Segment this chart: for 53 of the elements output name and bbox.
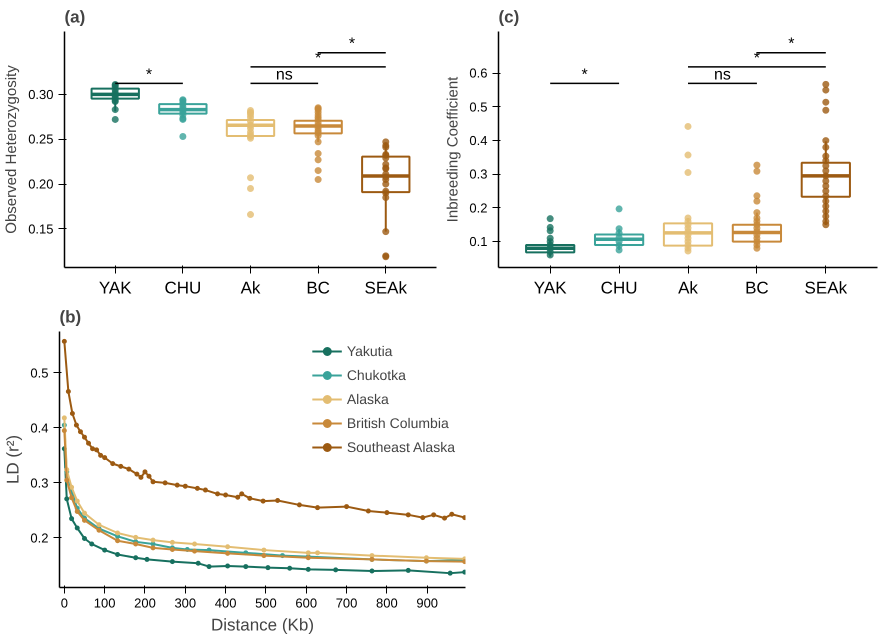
chart-title: (b) [60, 308, 82, 326]
annotation: * [146, 66, 152, 84]
y-tick-label: 0.5 [30, 365, 49, 380]
legend-label: British Columbia [346, 415, 449, 431]
annotation: ns [714, 66, 731, 84]
annotation: ns [276, 66, 293, 84]
x-tick-label: CHU [164, 278, 202, 298]
x-tick-label: BC [745, 278, 769, 298]
annotation: * [582, 66, 588, 84]
y-tick-label: 0.2 [469, 200, 488, 216]
y-axis-title: LD (r²) [3, 434, 22, 484]
y-axis-title: Inbreeding Coefficient [444, 76, 462, 222]
x-tick-label: YAK [98, 278, 132, 298]
legend-label: Alaska [346, 391, 389, 407]
y-tick-label: 0.30 [28, 86, 54, 102]
x-tick-label: 300 [174, 596, 196, 610]
y-tick-label: 0.3 [469, 166, 488, 182]
x-tick-label: 700 [336, 596, 358, 610]
x-tick-label: 600 [295, 596, 318, 610]
x-tick-label: 100 [94, 596, 116, 610]
x-tick-label: 400 [214, 596, 236, 610]
y-tick-label: 0.4 [30, 420, 49, 436]
chart-title: (a) [64, 8, 86, 26]
annotation: * [788, 36, 794, 53]
y-tick-label: 0.2 [30, 530, 49, 546]
x-tick-label: 800 [376, 596, 398, 610]
x-tick-label: Ak [678, 278, 698, 298]
x-tick-label: CHU [600, 278, 638, 298]
y-tick-label: 0.5 [469, 99, 488, 114]
y-tick-label: 0.1 [469, 234, 488, 250]
x-tick-label: BC [306, 278, 330, 298]
x-tick-label: 900 [416, 596, 438, 610]
y-tick-label: 0.6 [469, 66, 488, 81]
y-tick-label: 0.25 [28, 132, 54, 147]
x-tick-label: SEAk [804, 278, 848, 298]
y-tick-label: 0.3 [30, 475, 49, 490]
x-tick-label: 500 [255, 596, 277, 610]
annotation: * [315, 50, 322, 67]
x-tick-label: YAK [534, 278, 568, 298]
y-tick-label: 0.20 [28, 176, 54, 192]
x-tick-label: SEAk [364, 278, 408, 298]
x-axis-title: Distance (Kb) [211, 616, 314, 634]
chart-title: (c) [498, 8, 520, 26]
legend-label: Southeast Alaska [346, 439, 455, 455]
x-tick-label: Ak [240, 278, 261, 298]
y-axis-title: Observed Heterozygosity [3, 64, 20, 234]
legend-label: Yakutia [346, 343, 392, 359]
annotation: * [348, 36, 356, 53]
x-tick-label: 200 [134, 596, 156, 610]
legend-label: Chukotka [346, 367, 406, 383]
x-tick-label: 0 [60, 596, 68, 610]
y-tick-label: 0.4 [469, 133, 488, 148]
y-tick-label: 0.15 [28, 221, 54, 236]
